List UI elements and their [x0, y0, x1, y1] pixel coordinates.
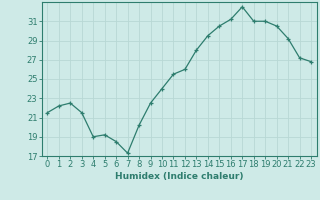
X-axis label: Humidex (Indice chaleur): Humidex (Indice chaleur)	[115, 172, 244, 181]
